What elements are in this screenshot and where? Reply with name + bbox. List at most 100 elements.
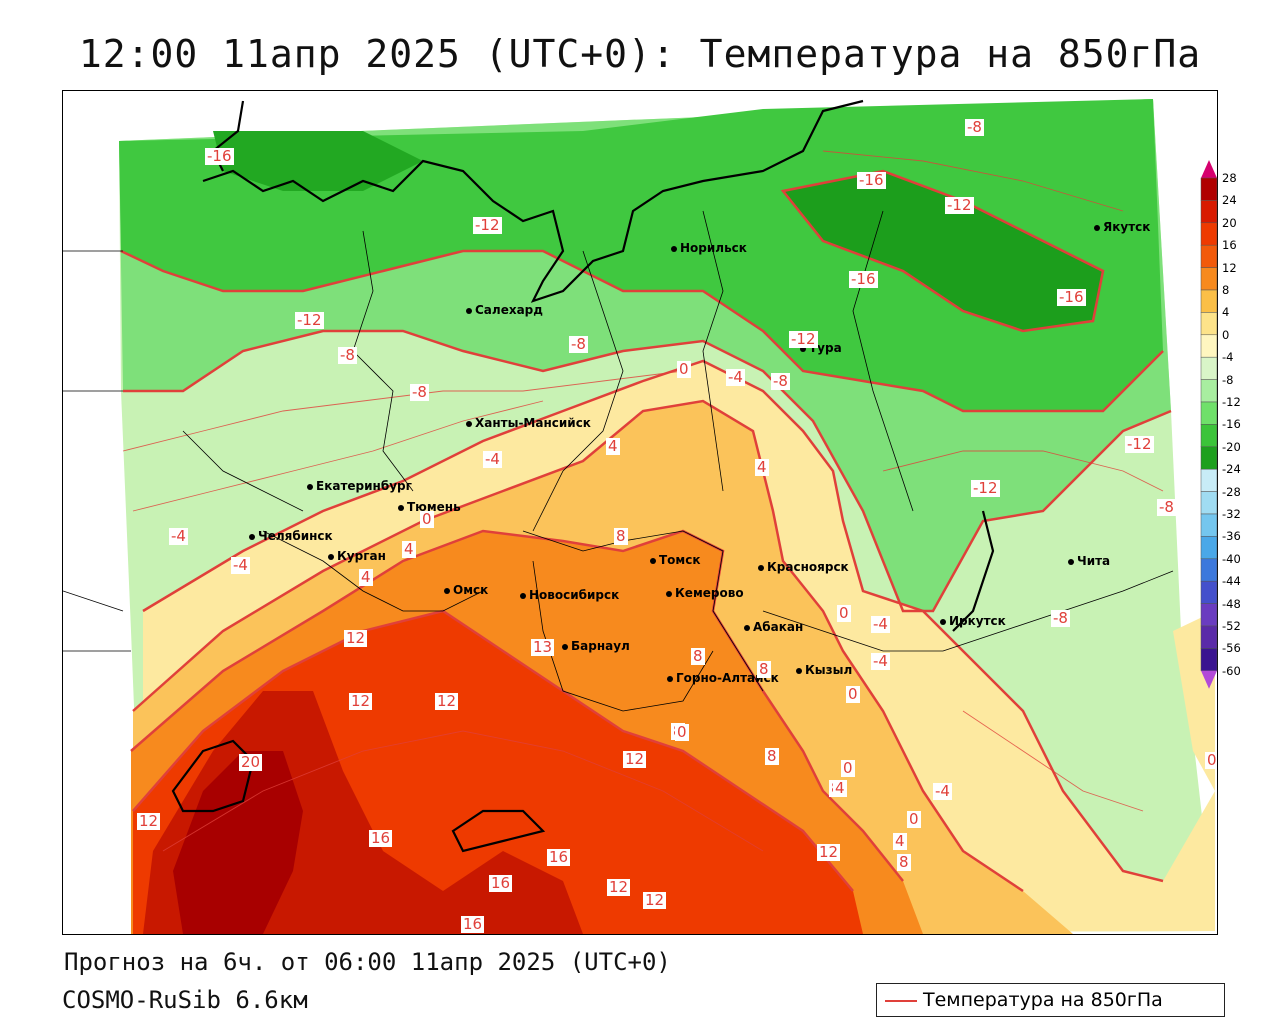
- contour-label: 0: [841, 759, 855, 777]
- contour-label: 8: [691, 647, 705, 665]
- contour-label: 4: [359, 568, 373, 586]
- contour-label: 12: [344, 629, 368, 647]
- contour-label: 20: [239, 753, 263, 771]
- city-salekhard: Салехард: [466, 303, 543, 317]
- colorbar-segment: [1200, 625, 1218, 649]
- colorbar-segment: [1200, 580, 1218, 604]
- city-abakan: Абакан: [743, 620, 804, 634]
- colorbar-segment: [1200, 177, 1218, 201]
- colorbar-segment: [1200, 558, 1218, 582]
- contour-label: 12: [643, 891, 667, 909]
- contour-label: 12: [607, 878, 631, 896]
- contour-label: 0: [907, 810, 921, 828]
- colorbar-tick-label: -44: [1222, 574, 1241, 589]
- colorbar-tick-label: -8: [1222, 372, 1234, 387]
- temperature-field: [63, 91, 1217, 934]
- contour-label: 0: [837, 604, 851, 622]
- city-kemerovo: Кемерово: [666, 586, 744, 600]
- contour-label: 8: [765, 747, 779, 765]
- contour-label: -16: [849, 270, 878, 288]
- colorbar-bottom-arrow: [1201, 670, 1217, 689]
- contour-label: -8: [771, 372, 790, 390]
- contour-label: -16: [205, 147, 234, 165]
- colorbar-tick-label: -16: [1222, 417, 1241, 432]
- city-krasnoyarsk: Красноярск: [758, 560, 849, 574]
- contour-label: 12: [349, 692, 373, 710]
- colorbar-tick-label: -28: [1222, 484, 1241, 499]
- city-norilsk: Норильск: [671, 241, 747, 255]
- contour-label: -12: [789, 330, 818, 348]
- colorbar-segment: [1200, 244, 1218, 268]
- contour-label: -8: [410, 383, 429, 401]
- contour-label: 4: [833, 779, 847, 797]
- contour-label: 12: [435, 692, 459, 710]
- contour-label: 12: [817, 843, 841, 861]
- city-kyzyl: Кызыл: [795, 663, 853, 677]
- city-ekaterinburg: Екатеринбург: [307, 479, 412, 493]
- colorbar-tick-label: 8: [1222, 283, 1230, 297]
- contour-label: -12: [971, 479, 1000, 497]
- city-irkutsk: Иркутск: [940, 614, 1006, 628]
- colorbar-tick-label: 12: [1222, 260, 1237, 275]
- colorbar-segment: [1200, 267, 1218, 291]
- colorbar-segment: [1200, 536, 1218, 560]
- contour-label: -4: [871, 615, 890, 633]
- colorbar-scale: [1200, 160, 1218, 689]
- legend-line-swatch: [885, 1000, 917, 1002]
- contour-label: 8: [757, 660, 771, 678]
- map-title: 12:00 11апр 2025 (UTC+0): Температура на…: [78, 32, 1202, 76]
- contour-label: -8: [1051, 609, 1070, 627]
- band-minus16-east: [783, 171, 1103, 331]
- contour-label: 0: [420, 510, 434, 528]
- colorbar-segment: [1200, 491, 1218, 515]
- contour-label: -8: [1157, 498, 1176, 516]
- colorbar-segment: [1200, 603, 1218, 627]
- contour-label: -4: [231, 556, 250, 574]
- colorbar-tick-label: -36: [1222, 529, 1241, 544]
- contour-label: 0: [677, 360, 691, 378]
- contour-label: 8: [897, 853, 911, 871]
- contour-label: -12: [473, 216, 502, 234]
- colorbar-tick-label: 20: [1222, 215, 1237, 230]
- contour-label: -4: [726, 368, 745, 386]
- city-chita: Чита: [1067, 554, 1111, 568]
- colorbar-tick-label: 16: [1222, 238, 1237, 253]
- city-barnaul: Барнаул: [562, 639, 630, 653]
- contour-label: -4: [169, 527, 188, 545]
- contour-label: -12: [295, 311, 324, 329]
- contour-label: 4: [402, 540, 416, 558]
- colorbar-top-arrow: [1201, 160, 1217, 178]
- contour-label: 4: [606, 437, 620, 455]
- contour-label: 0: [1205, 751, 1217, 769]
- city-khanty-mansiysk: Ханты-Мансийск: [466, 416, 591, 430]
- contour-label: 16: [369, 829, 393, 847]
- colorbar-segment: [1200, 356, 1218, 380]
- contour-label: 8: [614, 527, 628, 545]
- contour-label: 12: [623, 750, 647, 768]
- colorbar-tick-label: -40: [1222, 551, 1241, 566]
- colorbar-segment: [1200, 446, 1218, 470]
- contour-label: 13: [531, 638, 555, 656]
- colorbar-segment: [1200, 289, 1218, 313]
- contour-label: -4: [933, 782, 952, 800]
- colorbar-tick-label: 4: [1222, 305, 1230, 320]
- colorbar-tick-label: -12: [1222, 395, 1241, 409]
- city-tyumen: Тюмень: [398, 500, 461, 514]
- contour-label: -12: [1125, 435, 1154, 453]
- colorbar-tick-label: -24: [1222, 462, 1241, 477]
- contour-label: -8: [338, 346, 357, 364]
- colorbar-tick-label: -20: [1222, 439, 1241, 454]
- city-omsk: Омск: [443, 583, 489, 597]
- band-20-24: [173, 751, 303, 934]
- contour-label: 0: [846, 685, 860, 703]
- map-area[interactable]: Норильск Якутск Салехард Тура Ханты-Манс…: [62, 90, 1218, 935]
- colorbar-segment: [1200, 424, 1218, 448]
- colorbar-segment: [1200, 648, 1218, 672]
- colorbar-tick-label: -4: [1222, 350, 1234, 365]
- colorbar-tick-label: 0: [1222, 327, 1230, 342]
- colorbar-tick-label: 28: [1222, 171, 1237, 185]
- contour-label: 16: [489, 874, 513, 892]
- colorbar-tick-label: -52: [1222, 619, 1241, 633]
- contour-label: -8: [569, 335, 588, 353]
- contour-label: -12: [945, 196, 974, 214]
